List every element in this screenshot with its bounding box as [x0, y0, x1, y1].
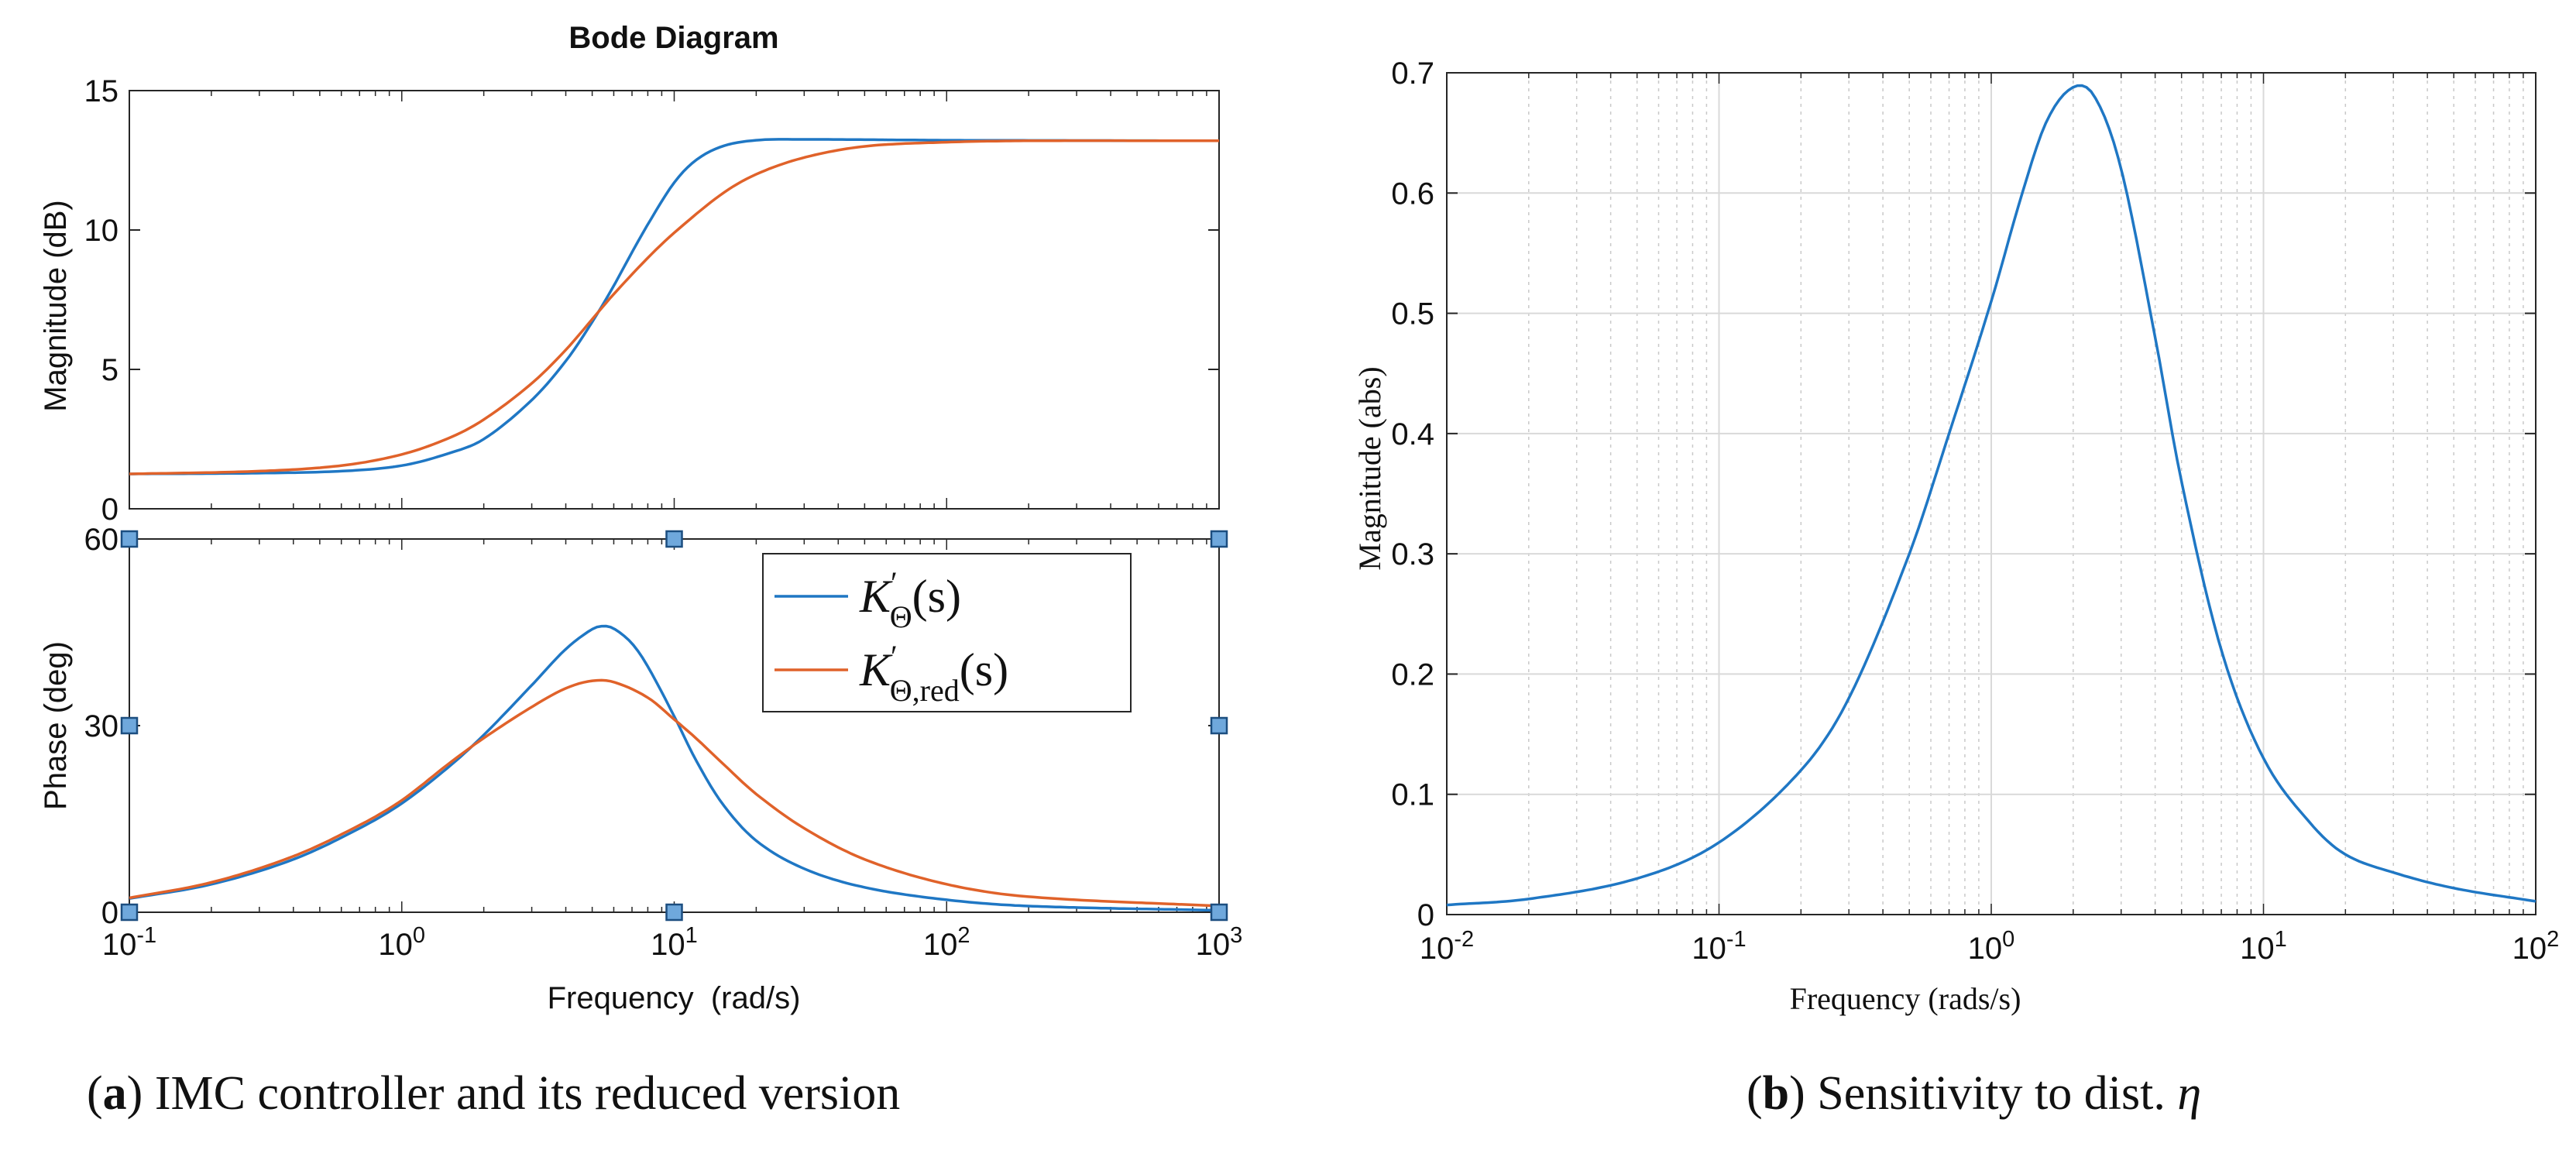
- axes-resize-handle[interactable]: [1210, 530, 1228, 548]
- sensitivity-ytick-label: 0: [1417, 898, 1434, 932]
- magnitude-series-k-theta-red: [129, 139, 1219, 475]
- axes-resize-handle[interactable]: [120, 530, 139, 548]
- phase-ytick-label: 0: [101, 896, 118, 930]
- sensitivity-xtick-label: 100: [1968, 927, 2015, 966]
- sensitivity-xtick-label: 102: [2512, 927, 2560, 966]
- bode-xtick-label: 101: [651, 923, 698, 962]
- sensitivity-ytick-label: 0.1: [1391, 778, 1434, 812]
- caption-a-text: IMC controller and its reduced version: [143, 1067, 901, 1120]
- magnitude-ytick-label: 10: [84, 214, 119, 248]
- bode-xtick-label: 103: [1196, 923, 1243, 962]
- bode-x-axis-label: Frequency (rad/s): [548, 981, 801, 1015]
- sensitivity-ytick-label: 0.7: [1391, 57, 1434, 91]
- bode-xtick-label: 102: [923, 923, 970, 962]
- sensitivity-xtick-label: 10-2: [1420, 927, 1474, 966]
- axes-resize-handle[interactable]: [1210, 716, 1228, 735]
- caption-b-text: Sensitivity to dist.: [1805, 1067, 2178, 1120]
- axes-resize-handle[interactable]: [665, 903, 683, 922]
- caption-a-letter: a: [102, 1067, 127, 1120]
- axes-resize-handle[interactable]: [120, 903, 139, 922]
- legend-entry-k-theta: K′ Θ(s): [859, 565, 961, 634]
- sensitivity-x-axis-label: Frequency (rads/s): [1790, 981, 2021, 1016]
- sensitivity-ytick-label: 0.2: [1391, 657, 1434, 692]
- magnitude-panel: 0 5 10 15: [84, 74, 1220, 527]
- bode-xtick-label: 10-1: [102, 923, 156, 962]
- bode-xtick-label: 100: [378, 923, 425, 962]
- sensitivity-ytick-label: 0.3: [1391, 537, 1434, 572]
- legend-box: [762, 553, 1132, 712]
- phase-ytick-label: 30: [84, 709, 119, 743]
- sensitivity-xtick-label: 101: [2240, 927, 2287, 966]
- legend-entry-k-theta-red: K′ Θ,red(s): [859, 639, 1008, 708]
- axes-resize-handle[interactable]: [120, 716, 139, 735]
- bode-legend: K′ Θ(s) K′ Θ,red(s): [762, 553, 1132, 712]
- axes-resize-handle[interactable]: [1210, 903, 1228, 922]
- bode-diagram: Bode Diagram 0 5 10 15 0 30 60 Frequency (rad…: [39, 21, 1242, 1015]
- bode-title: Bode Diagram: [568, 21, 778, 55]
- phase-ytick-label: 60: [84, 523, 119, 557]
- sensitivity-y-axis-label: Magnitude (abs): [1352, 366, 1387, 570]
- magnitude-ytick-label: 5: [101, 353, 118, 387]
- sensitivity-ytick-label: 0.6: [1391, 177, 1434, 211]
- sensitivity-ytick-label: 0.5: [1391, 297, 1434, 331]
- sensitivity-xtick-label: 10-1: [1692, 927, 1746, 966]
- caption-a: (a) IMC controller and its reduced versi…: [87, 1067, 901, 1120]
- magnitude-axes-box: [129, 90, 1220, 510]
- magnitude-y-axis-label: Magnitude (dB): [39, 200, 73, 411]
- caption-b-letter: b: [1762, 1067, 1790, 1120]
- phase-series-k-theta-red: [129, 678, 1220, 908]
- phase-series-k-theta: [129, 624, 1220, 912]
- sensitivity-panel: 0 0.1 0.2 0.3 0.4 0.5 0.6 0.7 10-2 10-1 100 101 102: [1391, 57, 2559, 966]
- magnitude-ytick-label: 0: [101, 493, 118, 527]
- caption-b-symbol: η: [2177, 1067, 2202, 1120]
- sensitivity-axes-box: [1446, 72, 2537, 915]
- sensitivity-ytick-label: 0.4: [1391, 417, 1434, 451]
- magnitude-ytick-label: 15: [84, 74, 119, 108]
- sensitivity-plot: 00.10.20.30.40.50.60.710-2 10-1 100 101 102 …: [1352, 57, 2559, 1016]
- phase-y-axis-label: Phase (deg): [39, 641, 73, 810]
- caption-b: (b) Sensitivity to dist. η: [1747, 1067, 2202, 1120]
- sensitivity-series-line: [1446, 84, 2537, 907]
- axes-resize-handle[interactable]: [665, 530, 683, 548]
